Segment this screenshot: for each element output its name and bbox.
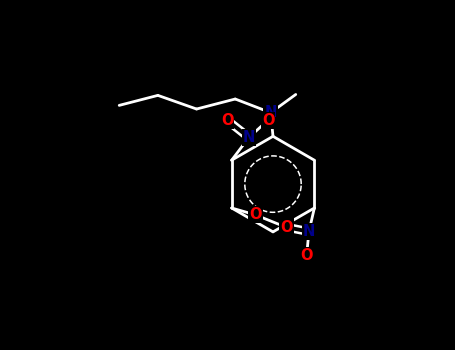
Text: O: O [221,113,233,128]
Text: N: N [264,105,277,120]
Text: N: N [243,130,255,145]
Text: O: O [300,248,313,263]
Text: O: O [249,207,262,222]
Text: O: O [262,113,274,128]
Text: O: O [280,219,293,234]
Text: N: N [303,224,315,239]
